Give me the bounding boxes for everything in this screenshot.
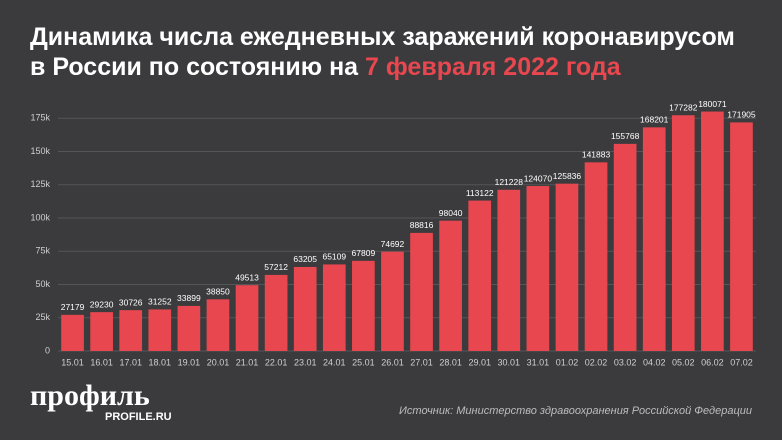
bar <box>293 266 317 351</box>
bar <box>410 232 433 351</box>
data-label: 27179 <box>61 302 85 312</box>
bar <box>555 183 579 351</box>
x-tick-label: 28.01 <box>439 357 462 367</box>
y-tick-label: 125k <box>30 179 50 189</box>
x-tick-label: 20.01 <box>207 357 230 367</box>
bar <box>381 251 404 351</box>
data-label: 74692 <box>381 239 405 249</box>
x-tick-label: 19.01 <box>178 357 201 367</box>
bar <box>613 143 637 351</box>
x-tick-label: 03.02 <box>614 357 637 367</box>
x-tick-label: 07.02 <box>730 357 753 367</box>
x-tick-label: 21.01 <box>236 357 259 367</box>
x-tick-label: 29.01 <box>468 357 491 367</box>
x-tick-label: 01.02 <box>556 357 579 367</box>
bar <box>584 162 608 351</box>
data-label: 49513 <box>235 272 259 282</box>
bar <box>701 111 724 352</box>
data-label: 57212 <box>264 262 288 272</box>
data-label: 98040 <box>439 208 463 218</box>
data-label: 38850 <box>206 287 230 297</box>
x-tick-label: 23.01 <box>294 357 317 367</box>
x-tick-label: 27.01 <box>410 357 433 367</box>
data-label: 113122 <box>466 188 494 198</box>
source: Источник: Министерство здравоохранения Р… <box>399 405 752 417</box>
bar <box>264 274 288 351</box>
bar <box>119 310 143 351</box>
data-label: 171905 <box>727 110 756 120</box>
y-tick-label: 150k <box>30 146 50 156</box>
y-tick-label: 175k <box>30 113 50 123</box>
y-tick-label: 25k <box>35 312 50 322</box>
bar <box>642 127 666 351</box>
x-tick-label: 24.01 <box>323 357 346 367</box>
x-tick-label: 15.01 <box>61 357 84 367</box>
logo-site: PROFILE.RU <box>105 411 172 423</box>
y-tick-label: 100k <box>30 212 50 222</box>
x-tick-label: 16.01 <box>90 357 113 367</box>
data-label: 88816 <box>410 220 434 230</box>
chart-title: Динамика числа ежедневных заражений коро… <box>30 23 735 51</box>
x-tick-label: 02.02 <box>585 357 608 367</box>
bar <box>439 220 462 351</box>
x-tick-label: 30.01 <box>498 357 521 367</box>
data-label: 63205 <box>293 254 317 264</box>
x-tick-label: 22.01 <box>265 357 288 367</box>
data-label: 30726 <box>119 297 143 307</box>
data-label: 33899 <box>177 293 201 303</box>
y-tick-label: 50k <box>35 279 50 289</box>
x-tick-label: 05.02 <box>672 357 695 367</box>
data-label: 155768 <box>611 131 640 141</box>
x-tick-label: 26.01 <box>381 357 404 367</box>
bar <box>235 285 259 351</box>
data-label: 29230 <box>90 299 114 309</box>
x-tick-label: 06.02 <box>701 357 724 367</box>
x-tick-label: 25.01 <box>352 357 375 367</box>
data-label: 168201 <box>640 115 669 125</box>
title-line: Динамика числа ежедневных заражений коро… <box>30 23 735 51</box>
chart-title-line2: в России по состоянию на 7 февраля 2022 … <box>30 53 622 81</box>
data-label: 177282 <box>669 103 698 113</box>
bar <box>206 299 230 351</box>
bar <box>730 122 753 351</box>
data-label: 31252 <box>148 297 172 307</box>
data-label: 141883 <box>582 150 611 160</box>
data-label: 65109 <box>322 252 346 262</box>
title-highlight: 7 февраля 2022 года <box>365 53 622 81</box>
bar <box>90 312 113 351</box>
logo: профиль <box>30 379 150 412</box>
data-label: 121228 <box>495 177 524 187</box>
y-tick-label: 0 <box>45 345 50 355</box>
x-tick-label: 18.01 <box>149 357 172 367</box>
bar <box>61 314 84 351</box>
bar <box>148 309 172 351</box>
bar <box>671 115 695 352</box>
bar <box>526 186 550 351</box>
x-tick-label: 04.02 <box>643 357 666 367</box>
bar <box>352 260 375 351</box>
title-line: в России по состоянию на <box>30 53 365 81</box>
y-tick-label: 75k <box>35 246 50 256</box>
bar <box>322 264 346 351</box>
x-tick-label: 17.01 <box>119 357 142 367</box>
bar <box>177 305 201 351</box>
data-label: 67809 <box>352 248 376 258</box>
bar <box>497 189 521 351</box>
data-label: 124070 <box>524 173 553 183</box>
data-label: 180071 <box>698 99 727 109</box>
bar <box>468 200 492 351</box>
data-label: 125836 <box>553 171 582 181</box>
x-tick-label: 31.01 <box>527 357 550 367</box>
